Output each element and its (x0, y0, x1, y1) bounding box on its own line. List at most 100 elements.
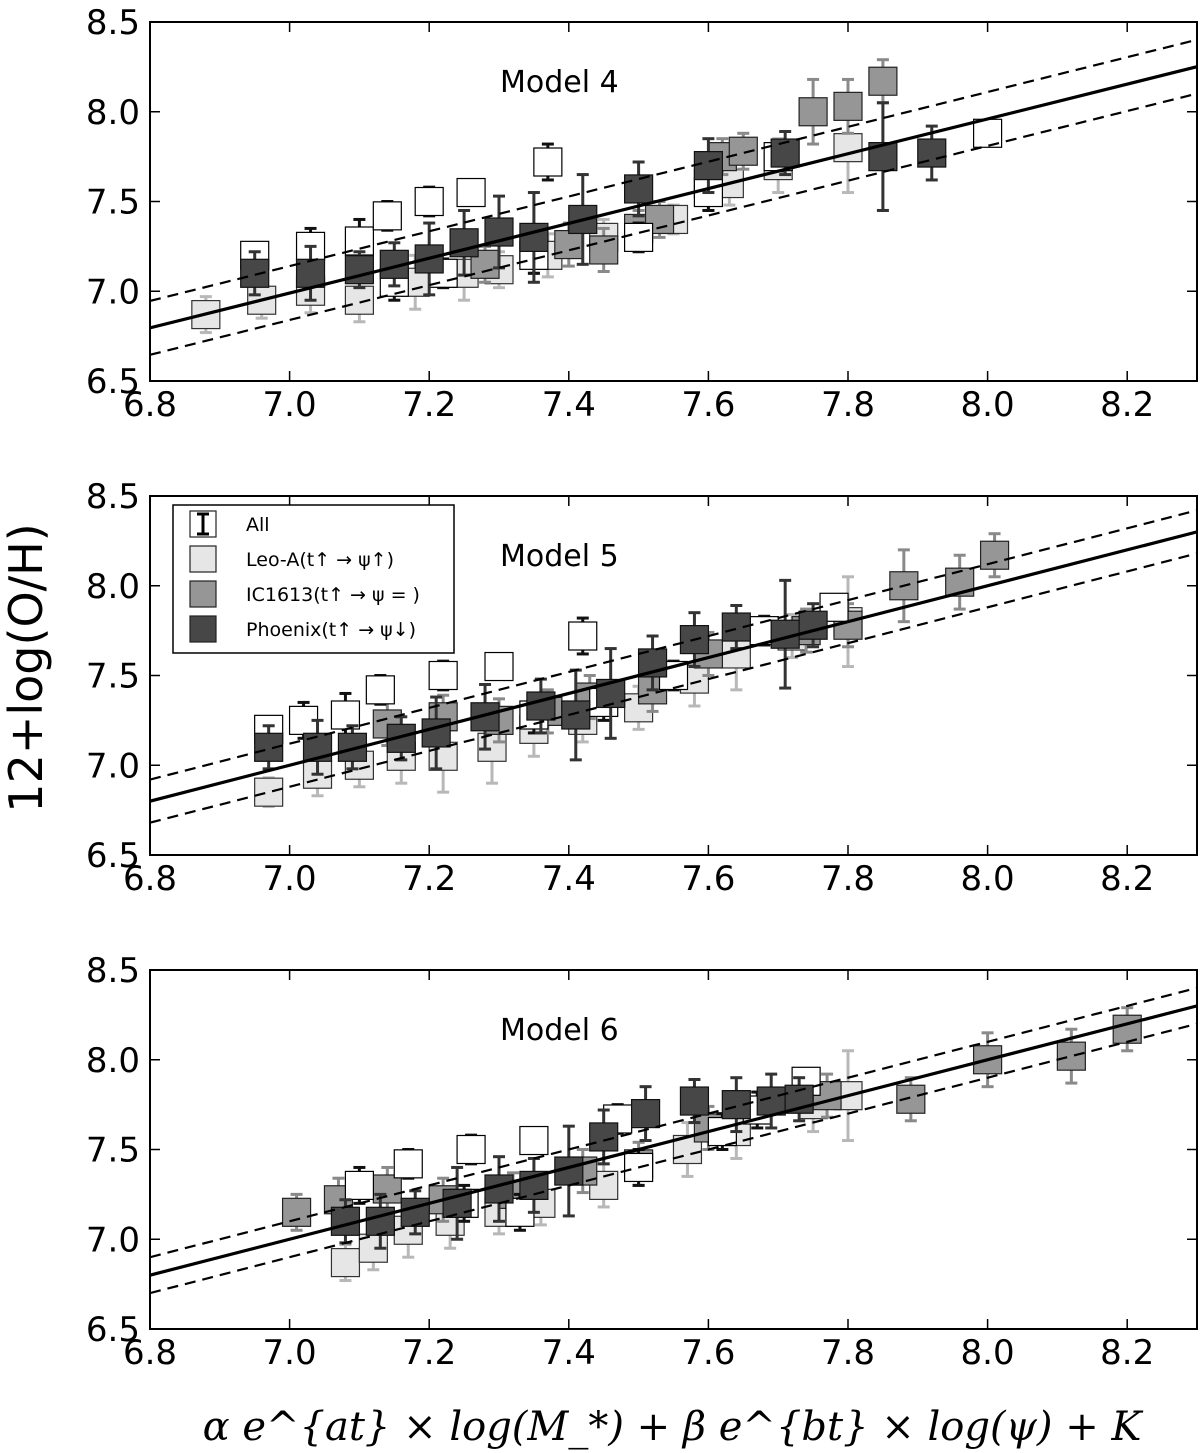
fit-band-lower (150, 1022, 1197, 1295)
point-all (533, 142, 563, 182)
marker (1112, 1014, 1142, 1044)
x-tick-label: 7.0 (263, 1333, 317, 1373)
x-tick-label: 7.2 (402, 1333, 456, 1373)
marker (393, 1149, 423, 1179)
marker (896, 1084, 926, 1114)
marker (693, 151, 724, 181)
legend: All Leo-A(t↑ → ψ↑) IC1613(t↑ → ψ = ) Phoeni… (172, 504, 455, 654)
marker (833, 133, 863, 163)
point-ic1613 (281, 1192, 312, 1232)
marker (330, 1247, 361, 1278)
x-tick-label: 7.4 (542, 385, 596, 425)
y-tick-label: 8.0 (86, 567, 140, 607)
legend-label: IC1613(t↑ → ψ = ) (246, 584, 420, 606)
point-phoenix (623, 160, 654, 218)
marker (254, 777, 284, 807)
y-tick-label: 7.0 (86, 1220, 140, 1260)
y-tick-label: 6.5 (86, 836, 140, 876)
marker (798, 610, 828, 640)
marker (589, 235, 619, 265)
marker (568, 621, 598, 651)
legend-entry-leo-a: Leo-A(t↑ → ψ↑) (189, 545, 394, 573)
point-all (365, 674, 395, 706)
marker (519, 1125, 549, 1156)
point-phoenix (526, 677, 556, 735)
point-ic1613 (945, 553, 975, 611)
x-tick-label: 7.4 (542, 1333, 596, 1373)
marker (833, 91, 863, 121)
marker (484, 651, 514, 682)
x-tick-label: 7.8 (821, 385, 875, 425)
x-tick-label: 6.8 (123, 859, 177, 899)
legend-label: Leo-A(t↑ → ψ↑) (246, 549, 394, 571)
x-tick-label: 8.2 (1100, 1333, 1154, 1373)
marker (414, 186, 444, 217)
marker (365, 1206, 395, 1236)
point-phoenix (630, 1085, 661, 1143)
y-tick-label: 8.0 (86, 93, 140, 133)
x-tick-label: 7.8 (821, 859, 875, 899)
marker (400, 1197, 430, 1227)
marker (1056, 1041, 1086, 1071)
marker (623, 174, 654, 204)
x-tick-label: 7.6 (681, 385, 735, 425)
legend-entry-all: All (189, 510, 270, 538)
fit-line (150, 530, 1197, 803)
point-phoenix (519, 191, 549, 284)
marker (589, 1122, 619, 1152)
point-phoenix (449, 208, 479, 277)
legend-frame (172, 504, 455, 654)
y-tick-label: 8.5 (86, 477, 140, 517)
legend-swatch (189, 615, 217, 643)
point-all (393, 1148, 423, 1180)
point-phoenix (770, 578, 800, 690)
panel-title: Model 4 (500, 65, 619, 100)
point-phoenix (868, 101, 898, 212)
fit-band-upper (150, 509, 1197, 781)
point-phoenix (344, 250, 374, 290)
x-tick-label: 8.0 (961, 859, 1015, 899)
fit-line (150, 1004, 1197, 1277)
point-ic1613 (589, 226, 619, 274)
marker (533, 147, 563, 177)
marker (421, 718, 451, 748)
legend-swatch (189, 545, 217, 573)
point-ic1613 (728, 131, 758, 171)
marker (979, 540, 1010, 570)
point-phoenix (295, 244, 326, 302)
point-ic1613 (896, 1076, 926, 1123)
legend-entry-phoenix: Phoenix(t↑ → ψ↓) (189, 615, 416, 643)
point-ic1613 (979, 532, 1010, 579)
point-phoenix (693, 137, 724, 195)
point-phoenix (589, 1108, 619, 1166)
plot-frame (149, 21, 1198, 382)
x-tick-label: 8.2 (1100, 859, 1154, 899)
panel-2: 6.8 7.0 7.2 7.4 7.6 7.8 8.0 8.2 6.5 7.0 7.5 8.0 8.5 M… (86, 477, 1198, 899)
point-all (484, 651, 514, 682)
marker (798, 97, 828, 127)
marker (770, 138, 800, 168)
panel-title: Model 5 (500, 539, 619, 574)
point-ic1613 (868, 58, 898, 105)
x-tick-label: 7.4 (542, 859, 596, 899)
fit-band-upper (150, 38, 1197, 303)
point-leo-a (254, 776, 284, 809)
point-ic1613 (798, 77, 828, 146)
x-tick-label: 7.6 (681, 859, 735, 899)
point-all (372, 200, 402, 232)
x-tick-label: 6.8 (123, 385, 177, 425)
point-all (568, 616, 598, 656)
marker (721, 612, 751, 642)
y-tick-label: 7.0 (86, 746, 140, 786)
panel-3: 6.8 7.0 7.2 7.4 7.6 7.8 8.0 8.2 6.5 7.0 7.5 8.0 8.5 M… (86, 951, 1198, 1373)
x-tick-label: 7.0 (263, 859, 317, 899)
x-tick-label: 8.0 (961, 385, 1015, 425)
x-axis-label: α e^{at} × log(M_*) + β e^{bt} × log(ψ) … (203, 1404, 1144, 1450)
marker (868, 66, 898, 96)
marker (519, 222, 549, 252)
marker (679, 1086, 710, 1116)
point-leo-a (330, 1243, 361, 1283)
marker (561, 700, 591, 730)
y-tick-label: 7.5 (86, 183, 140, 223)
x-tick-label: 7.8 (821, 1333, 875, 1373)
